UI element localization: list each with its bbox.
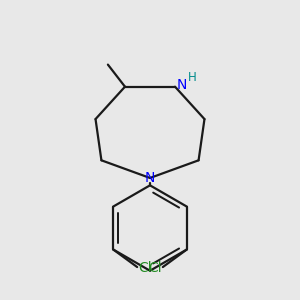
Text: H: H xyxy=(188,71,196,84)
Text: Cl: Cl xyxy=(148,261,162,275)
Text: N: N xyxy=(176,78,187,92)
Text: N: N xyxy=(145,171,155,185)
Text: Cl: Cl xyxy=(138,261,152,275)
